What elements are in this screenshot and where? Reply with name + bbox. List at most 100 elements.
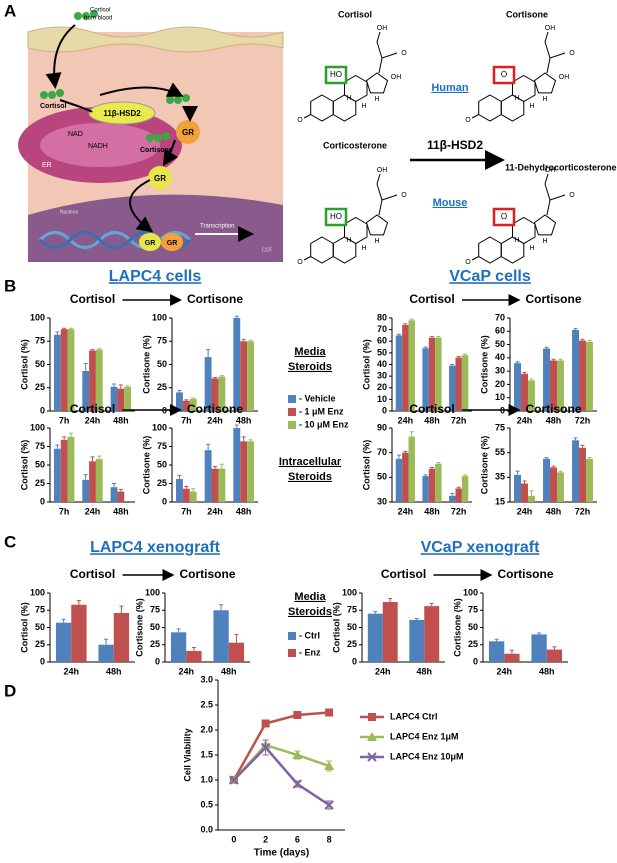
bar [117, 491, 125, 502]
y-tick-label: 75 [35, 336, 45, 346]
x-tick-label: 24h [85, 506, 101, 516]
atom-label: H [361, 245, 366, 252]
y-tick-label: 50 [35, 459, 45, 469]
bar [240, 441, 248, 502]
ring [500, 94, 525, 122]
x-axis-label: Time (days) [254, 848, 309, 859]
ring [310, 236, 334, 264]
bar [240, 341, 248, 411]
y-tick-label: 100 [342, 587, 357, 597]
x-tick-label: 24h [85, 415, 101, 425]
bar [521, 483, 528, 502]
bar [176, 479, 183, 502]
bar [117, 388, 125, 411]
legend-label: - Enz [299, 647, 321, 657]
bar [82, 479, 90, 502]
highlight-box [492, 207, 516, 227]
x-tick-label: 48h [424, 415, 440, 425]
bar [110, 386, 118, 411]
x-tick-label: 24h [496, 666, 512, 676]
y-tick-label: 75 [157, 441, 167, 451]
ring [533, 72, 557, 94]
y-tick-label: 50 [347, 622, 357, 632]
bar [550, 467, 557, 502]
y-tick-label: 0 [382, 405, 387, 415]
y-axis-label: Cortisone (%) [141, 335, 151, 394]
compound-name: Cortisone [506, 9, 548, 19]
cell-label: GR [167, 240, 178, 247]
y-tick-label: 55 [495, 447, 505, 457]
y-tick-label: 15 [495, 496, 505, 506]
y-tick-label: 1.5 [200, 749, 213, 759]
y-tick-label: 50 [495, 339, 505, 349]
x-tick-label: 0 [231, 834, 236, 844]
y-tick-label: 0 [40, 405, 45, 415]
bar [408, 320, 415, 411]
x-tick-label: 48h [113, 506, 129, 516]
y-axis-label: Cortisol (%) [331, 602, 341, 653]
legend-label: LAPC4 Enz 1μM [390, 731, 459, 741]
atom-label: O [465, 117, 471, 124]
chart-title: Cortisol [70, 567, 115, 581]
y-tick-label: 3.0 [200, 674, 213, 684]
bar [449, 495, 456, 502]
atom-label: H [374, 96, 379, 103]
bar [585, 341, 593, 411]
legend-swatch [288, 395, 296, 403]
point [260, 742, 271, 753]
bar [402, 324, 409, 411]
y-tick-label: 70 [377, 447, 387, 457]
bar [449, 365, 456, 411]
atom-label: H [542, 96, 547, 103]
y-tick-label: 0.5 [200, 799, 213, 809]
legend-swatch [288, 649, 296, 657]
chart-title: Cortisol [409, 402, 454, 416]
y-tick-label: 20 [495, 379, 505, 389]
y-tick-label: 75 [495, 422, 505, 432]
cell-label: Cortisone [140, 147, 173, 154]
molecule [40, 10, 190, 142]
y-tick-label: 25 [35, 382, 45, 392]
bar [189, 491, 197, 502]
bar [367, 613, 383, 662]
y-tick-label: 50 [468, 622, 478, 632]
bar [455, 488, 462, 502]
bar [556, 360, 564, 411]
bar [218, 376, 226, 411]
bar [233, 428, 241, 502]
line [232, 743, 330, 781]
bar [98, 644, 114, 662]
bar [424, 606, 440, 662]
y-tick-label: 75 [35, 605, 45, 615]
atom-label: O [401, 192, 407, 199]
x-tick-label: 7h [181, 415, 192, 425]
y-tick-label: 75 [35, 441, 45, 451]
x-tick-label: 48h [106, 666, 122, 676]
y-tick-label: 30 [377, 496, 387, 506]
bond [376, 31, 383, 59]
bar [435, 337, 442, 411]
bar [543, 458, 551, 502]
x-tick-label: 48h [236, 506, 252, 516]
y-tick-label: 75 [347, 605, 357, 615]
atom-label: O [297, 117, 303, 124]
legend-label: LAPC4 Ctrl [390, 711, 438, 721]
bar [514, 474, 522, 502]
atom-label: H [514, 237, 519, 244]
row-label: Intracellular [279, 456, 342, 468]
bar [514, 363, 522, 411]
bar [113, 613, 130, 662]
chart-title: Cortisol [381, 567, 426, 581]
panel-label: A [4, 1, 16, 20]
membrane [27, 26, 284, 53]
x-tick-label: 48h [546, 415, 562, 425]
bar [60, 439, 68, 502]
y-tick-label: 50 [35, 359, 45, 369]
atom-label: O [401, 50, 407, 57]
cell-label: Cortisol [90, 8, 110, 14]
highlight-box [324, 65, 348, 85]
x-tick-label: 48h [236, 415, 252, 425]
atom-label: H [514, 95, 519, 102]
bar [247, 441, 254, 502]
bar [110, 487, 118, 502]
